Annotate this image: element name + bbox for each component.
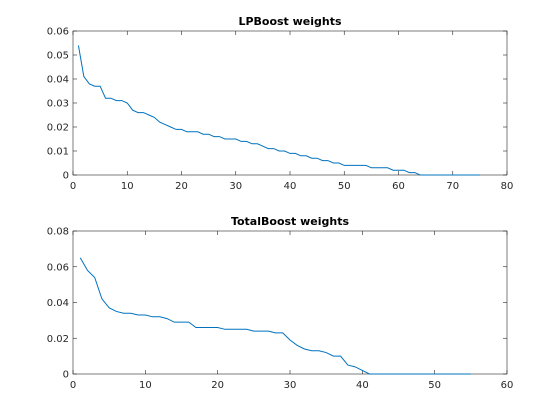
lpboost-y-tick-label: 0.03	[47, 99, 69, 110]
totalboost-y-tick-label: 0.02	[47, 334, 69, 345]
totalboost-x-tick-label: 20	[211, 380, 224, 391]
lpboost-x-tick-label: 70	[446, 181, 459, 192]
lpboost-x-tick-label: 10	[121, 181, 134, 192]
totalboost-chart-title: TotalBoost weights	[231, 215, 350, 228]
totalboost-y-tick-label: 0.08	[47, 227, 69, 238]
lpboost-y-tick-label: 0	[63, 171, 69, 182]
lpboost-weights-plot: 0 10 20 30 40 50 60 70 80 0 0.01 0.02 0.03 0.04 0.05 0.…	[47, 15, 514, 192]
lpboost-y-tick-label: 0.06	[47, 27, 69, 38]
totalboost-weights-plot: 0 10 20 30 40 50 60 0 0.02 0.04 0.06 0.08 TotalBoost…	[47, 215, 514, 391]
lpboost-x-tick-label: 50	[338, 181, 351, 192]
lpboost-x-tick-label: 40	[284, 181, 297, 192]
totalboost-weights-line	[79, 257, 471, 375]
lpboost-x-tick-label: 0	[70, 181, 76, 192]
lpboost-x-tick-label: 30	[229, 181, 242, 192]
totalboost-x-tick-label: 60	[501, 380, 514, 391]
totalboost-y-tick-label: 0.04	[47, 298, 69, 309]
totalboost-x-tick-label: 0	[70, 380, 76, 391]
lpboost-y-tick-label: 0.01	[47, 147, 69, 158]
totalboost-axes-box	[72, 230, 508, 375]
totalboost-x-tick-label: 50	[428, 380, 441, 391]
lpboost-y-tick-label: 0.05	[47, 51, 69, 62]
totalboost-y-tick-label: 0	[63, 370, 69, 381]
totalboost-x-tick-label: 40	[356, 380, 369, 391]
lpboost-x-tick-label: 20	[175, 181, 188, 192]
lpboost-y-tick-label: 0.02	[47, 123, 69, 134]
totalboost-x-tick-label: 30	[284, 380, 297, 391]
totalboost-x-tick-label: 10	[139, 380, 152, 391]
lpboost-y-tick-label: 0.04	[47, 75, 69, 86]
lpboost-x-tick-label: 80	[501, 181, 514, 192]
lpboost-chart-title: LPBoost weights	[238, 15, 342, 28]
lpboost-weights-line	[77, 45, 480, 176]
lpboost-x-tick-label: 60	[392, 181, 405, 192]
totalboost-y-tick-label: 0.06	[47, 262, 69, 273]
